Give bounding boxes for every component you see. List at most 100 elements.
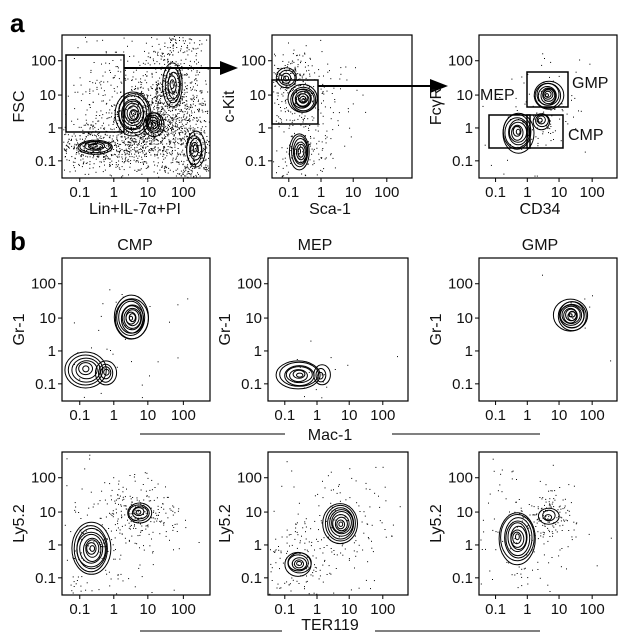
- event-dot: [304, 396, 305, 398]
- plot-frame: [61, 451, 211, 596]
- event-dot: [512, 542, 514, 544]
- event-dot: [83, 151, 85, 153]
- shared-xlabel-ter119: TER119: [301, 617, 359, 634]
- event-dot: [68, 143, 70, 145]
- event-dot: [549, 536, 551, 537]
- event-dot: [149, 375, 150, 377]
- event-dot: [290, 135, 292, 137]
- event-dot: [172, 529, 174, 531]
- density-contour: [532, 113, 551, 131]
- event-dot: [147, 515, 149, 517]
- event-dot: [116, 137, 118, 139]
- event-dot: [131, 144, 133, 146]
- event-dot: [208, 145, 210, 147]
- event-dot: [186, 74, 188, 76]
- event-dot: [195, 123, 197, 125]
- event-dot: [112, 141, 114, 143]
- event-dot: [153, 50, 155, 52]
- event-dot: [561, 517, 563, 519]
- event-dot: [171, 152, 173, 154]
- event-dot: [107, 158, 109, 160]
- density-contour: [83, 537, 102, 563]
- event-dot: [186, 103, 188, 105]
- event-dot: [123, 498, 125, 500]
- event-dot: [294, 69, 296, 71]
- density-contour: [327, 507, 355, 540]
- event-dot: [144, 144, 145, 145]
- y-axis-label: Ly5.2: [11, 504, 28, 543]
- event-dot: [97, 133, 98, 135]
- event-dot: [192, 97, 194, 99]
- event-dot: [571, 99, 572, 101]
- event-dot: [138, 518, 140, 520]
- event-dot: [135, 69, 137, 71]
- event-dot: [141, 384, 143, 386]
- event-dot: [155, 100, 157, 101]
- event-dot: [85, 589, 87, 591]
- event-dot: [156, 514, 158, 516]
- event-dot: [353, 550, 355, 552]
- event-dot: [134, 147, 136, 149]
- event-dot: [144, 63, 146, 65]
- event-dot: [134, 150, 136, 152]
- event-dot: [176, 115, 177, 117]
- event-dot: [125, 150, 127, 151]
- event-dot: [284, 100, 286, 102]
- event-dot: [316, 143, 318, 145]
- event-dot: [182, 102, 184, 104]
- event-dot: [565, 121, 567, 122]
- event-dot: [150, 137, 152, 139]
- event-dot: [330, 153, 332, 155]
- event-dot: [204, 103, 206, 105]
- event-dot: [296, 580, 298, 582]
- density-contour: [186, 130, 206, 168]
- event-dot: [175, 126, 177, 128]
- event-dot: [152, 564, 154, 566]
- event-dot: [166, 151, 168, 153]
- event-dot: [175, 95, 177, 97]
- event-dot: [313, 117, 315, 119]
- event-dot: [573, 521, 575, 523]
- event-dot: [526, 554, 528, 556]
- event-dot: [144, 139, 145, 141]
- event-dot: [178, 108, 180, 110]
- event-dot: [67, 140, 69, 142]
- event-dot: [132, 115, 134, 117]
- event-dot: [157, 68, 159, 69]
- event-dot: [185, 132, 187, 134]
- event-dot: [340, 73, 342, 75]
- event-dot: [104, 499, 106, 501]
- event-dot: [548, 504, 550, 506]
- event-dot: [154, 155, 156, 157]
- density-contour: [94, 360, 118, 386]
- event-dot: [537, 538, 539, 540]
- event-dot: [572, 317, 574, 319]
- event-dot: [95, 82, 96, 84]
- event-dot: [573, 529, 575, 531]
- event-dot: [167, 92, 169, 94]
- event-dot: [181, 109, 182, 111]
- event-dot: [170, 110, 172, 112]
- event-dot: [186, 47, 188, 49]
- event-dot: [280, 550, 282, 552]
- event-dot: [156, 139, 158, 141]
- event-dot: [322, 480, 323, 482]
- event-dot: [189, 133, 191, 134]
- event-dot: [338, 124, 339, 126]
- event-dot: [152, 551, 154, 552]
- event-dot: [159, 149, 161, 151]
- event-dot: [161, 95, 163, 97]
- event-dot: [514, 511, 516, 513]
- x-tick-label: 0.1: [69, 184, 90, 201]
- event-dot: [151, 87, 153, 89]
- event-dot: [116, 135, 118, 137]
- x-axis-label: CD34: [520, 201, 561, 218]
- event-dot: [92, 128, 94, 130]
- event-dot: [330, 471, 332, 473]
- event-dot: [574, 97, 576, 99]
- event-dot: [169, 126, 170, 128]
- event-dot: [160, 141, 162, 143]
- event-dot: [133, 138, 135, 140]
- event-dot: [167, 114, 169, 116]
- event-dot: [98, 146, 100, 148]
